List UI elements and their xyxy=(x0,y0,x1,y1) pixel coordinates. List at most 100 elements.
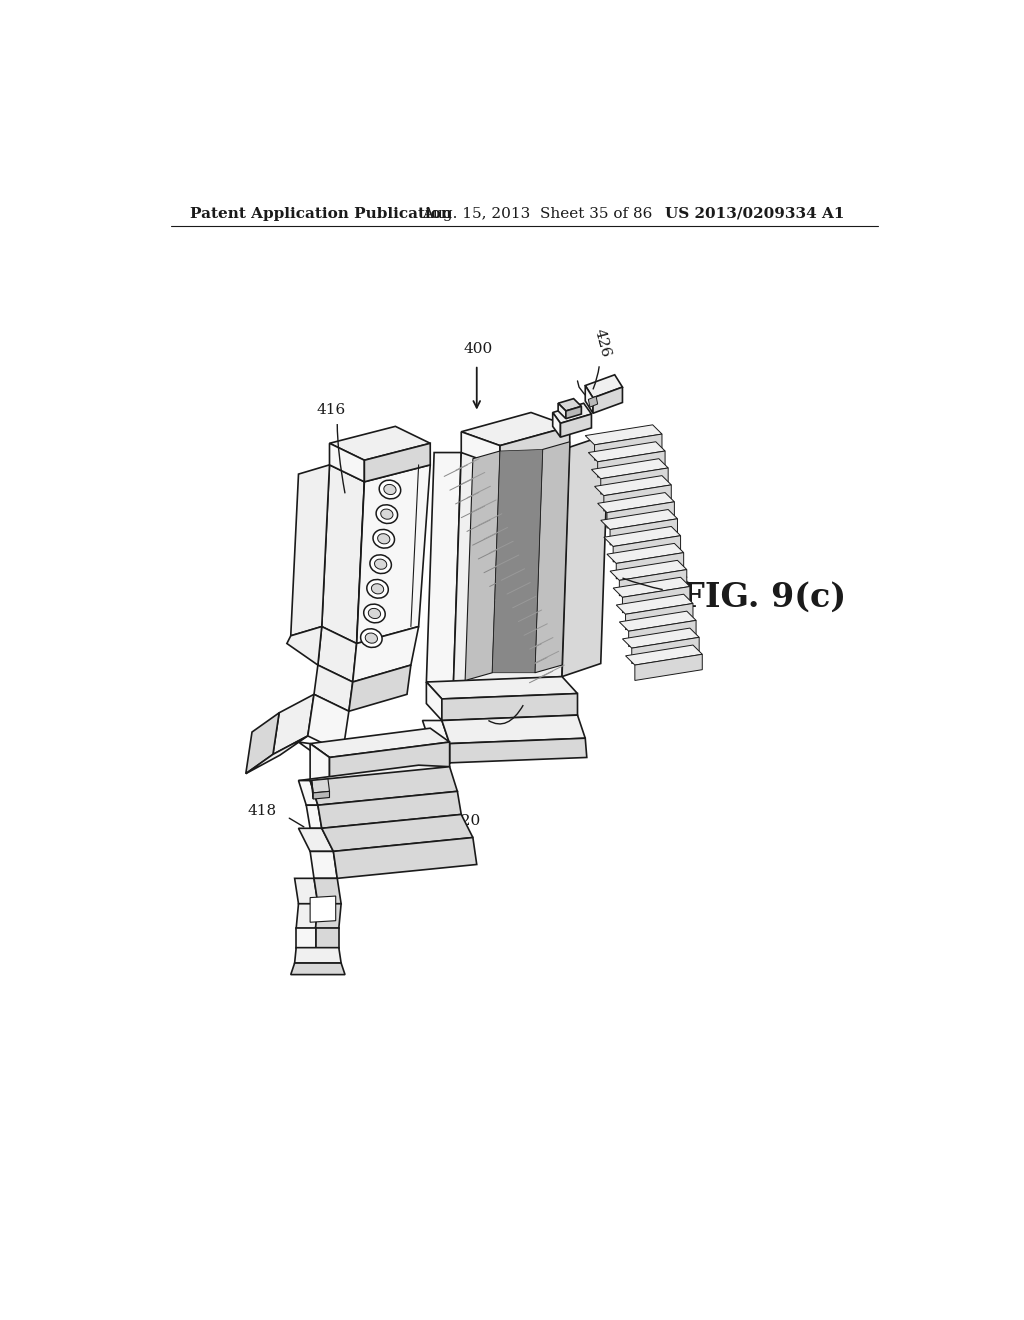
Polygon shape xyxy=(430,743,450,763)
Ellipse shape xyxy=(375,560,387,569)
Polygon shape xyxy=(299,766,450,781)
Ellipse shape xyxy=(381,510,393,519)
Polygon shape xyxy=(562,434,608,677)
Ellipse shape xyxy=(367,579,388,598)
Polygon shape xyxy=(613,577,690,598)
Polygon shape xyxy=(589,396,598,407)
Polygon shape xyxy=(500,426,569,466)
Polygon shape xyxy=(586,385,593,413)
Polygon shape xyxy=(299,829,334,851)
Polygon shape xyxy=(623,586,690,612)
Polygon shape xyxy=(620,570,687,595)
Polygon shape xyxy=(317,627,356,682)
Polygon shape xyxy=(291,465,330,636)
Ellipse shape xyxy=(369,609,381,619)
Polygon shape xyxy=(287,627,322,665)
Polygon shape xyxy=(535,442,569,673)
Polygon shape xyxy=(291,964,345,974)
Polygon shape xyxy=(623,628,699,648)
Polygon shape xyxy=(330,426,430,461)
Polygon shape xyxy=(365,444,430,482)
Polygon shape xyxy=(616,553,684,579)
Ellipse shape xyxy=(379,480,400,499)
Polygon shape xyxy=(604,484,672,511)
Ellipse shape xyxy=(373,529,394,548)
Polygon shape xyxy=(442,693,578,721)
Polygon shape xyxy=(315,928,339,948)
Polygon shape xyxy=(334,838,477,878)
Polygon shape xyxy=(310,743,330,781)
Text: FIG. 9(c): FIG. 9(c) xyxy=(681,581,846,614)
Polygon shape xyxy=(607,502,675,528)
Polygon shape xyxy=(315,904,341,928)
Polygon shape xyxy=(454,447,569,682)
Polygon shape xyxy=(310,767,458,805)
Polygon shape xyxy=(314,878,341,904)
Polygon shape xyxy=(310,851,337,878)
Polygon shape xyxy=(426,677,578,700)
Polygon shape xyxy=(629,620,696,647)
Polygon shape xyxy=(589,442,665,462)
Ellipse shape xyxy=(378,533,390,544)
Polygon shape xyxy=(313,792,330,799)
Ellipse shape xyxy=(384,484,396,495)
Polygon shape xyxy=(626,645,702,665)
Ellipse shape xyxy=(366,634,378,643)
Text: 400: 400 xyxy=(464,342,493,356)
Polygon shape xyxy=(610,561,687,581)
Polygon shape xyxy=(442,715,586,743)
Ellipse shape xyxy=(370,554,391,574)
Polygon shape xyxy=(310,896,336,923)
Polygon shape xyxy=(620,611,696,631)
Polygon shape xyxy=(299,780,317,805)
Polygon shape xyxy=(246,713,280,774)
Polygon shape xyxy=(461,432,500,466)
Text: 416: 416 xyxy=(316,403,346,417)
Polygon shape xyxy=(273,694,314,755)
Polygon shape xyxy=(616,594,693,614)
Ellipse shape xyxy=(372,583,384,594)
Ellipse shape xyxy=(376,504,397,524)
Polygon shape xyxy=(450,738,587,763)
Polygon shape xyxy=(493,449,543,673)
Polygon shape xyxy=(299,742,330,758)
Polygon shape xyxy=(314,665,352,711)
Polygon shape xyxy=(586,425,662,445)
Polygon shape xyxy=(598,492,675,512)
Text: 418: 418 xyxy=(248,804,276,818)
Polygon shape xyxy=(330,742,450,781)
Polygon shape xyxy=(613,536,681,562)
Ellipse shape xyxy=(364,605,385,623)
Polygon shape xyxy=(311,779,330,793)
Polygon shape xyxy=(595,434,662,461)
Polygon shape xyxy=(558,404,566,418)
Polygon shape xyxy=(592,459,669,479)
Polygon shape xyxy=(426,453,461,682)
Polygon shape xyxy=(322,465,365,644)
Polygon shape xyxy=(356,465,430,644)
Polygon shape xyxy=(317,792,461,829)
Polygon shape xyxy=(604,527,681,546)
Polygon shape xyxy=(349,665,411,711)
Polygon shape xyxy=(322,814,473,851)
Polygon shape xyxy=(586,375,623,397)
Text: 420: 420 xyxy=(452,814,481,829)
Polygon shape xyxy=(610,519,678,545)
Polygon shape xyxy=(626,603,693,630)
Polygon shape xyxy=(352,627,419,682)
Polygon shape xyxy=(310,729,450,758)
Polygon shape xyxy=(601,510,678,529)
Polygon shape xyxy=(426,682,442,721)
Polygon shape xyxy=(306,805,322,829)
Polygon shape xyxy=(295,878,317,904)
Ellipse shape xyxy=(360,628,382,648)
Polygon shape xyxy=(558,399,582,411)
Text: 422: 422 xyxy=(471,714,501,729)
Text: Patent Application Publication: Patent Application Publication xyxy=(190,207,452,220)
Polygon shape xyxy=(553,404,592,424)
Polygon shape xyxy=(296,904,317,928)
Polygon shape xyxy=(465,451,500,681)
Polygon shape xyxy=(595,475,672,496)
Polygon shape xyxy=(423,721,450,743)
Polygon shape xyxy=(635,655,702,681)
